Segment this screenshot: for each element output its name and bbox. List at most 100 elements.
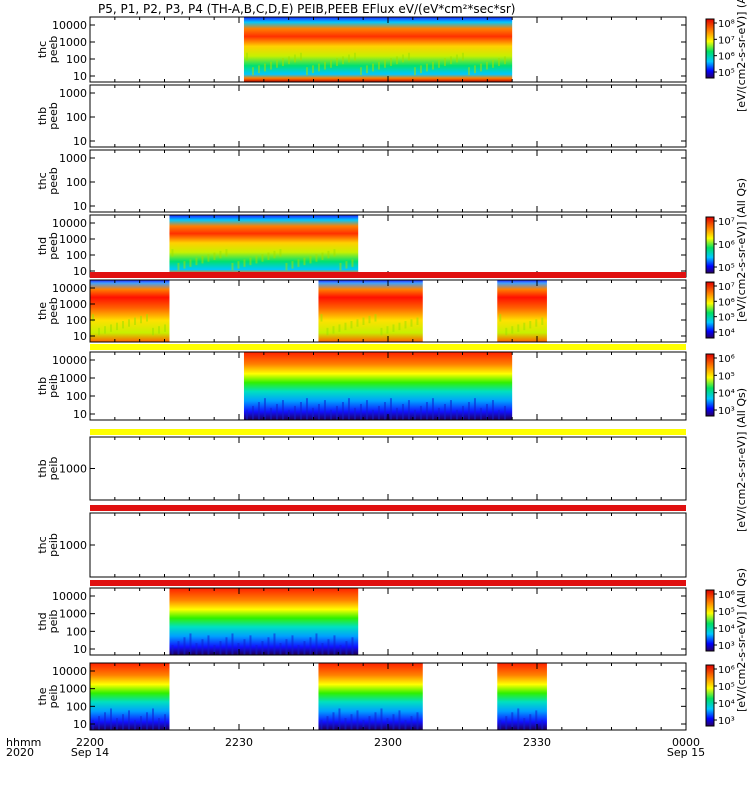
spectrogram-texture xyxy=(104,712,106,730)
spectrogram-texture xyxy=(269,61,272,70)
spectrogram-texture xyxy=(389,58,392,66)
y-tick-label: 100 xyxy=(66,314,87,327)
spectrogram-texture xyxy=(267,252,270,260)
spectrogram-texture xyxy=(251,405,254,420)
spectrogram-texture xyxy=(321,252,324,260)
y-tick-label: 100 xyxy=(66,625,87,638)
spectrogram-texture xyxy=(317,63,320,72)
spectrogram-texture xyxy=(332,326,335,334)
colorbar-tick-label: 10³ xyxy=(718,406,735,417)
y-axis-label: peeb xyxy=(47,102,60,130)
spectrogram-texture xyxy=(329,59,332,68)
y-axis-label: peeb xyxy=(47,232,60,260)
spectrogram-texture xyxy=(485,403,488,420)
spectrogram-texture xyxy=(455,54,458,63)
spectrogram-texture xyxy=(353,407,356,420)
spectrogram-texture xyxy=(461,52,464,61)
spectrogram-texture xyxy=(345,641,348,655)
spectrogram-texture xyxy=(419,405,422,420)
y-axis-label: thc xyxy=(36,536,49,553)
spectrogram-texture xyxy=(315,254,318,262)
spectrogram-texture xyxy=(309,637,312,655)
y-tick-label: 100 xyxy=(66,176,87,189)
spectrogram-texture xyxy=(425,402,428,420)
y-tick-label: 1000 xyxy=(59,298,87,311)
spectrogram-texture xyxy=(267,637,270,655)
spectrogram-texture xyxy=(255,644,258,655)
spectrogram-texture xyxy=(279,643,282,655)
spectrogram-texture xyxy=(293,405,296,420)
y-tick-label: 10000 xyxy=(52,19,87,32)
colorbar-tick-label: 10³ xyxy=(718,716,735,727)
spectrogram-texture xyxy=(243,259,246,267)
spectrogram-texture xyxy=(353,52,356,61)
spectrogram-texture xyxy=(505,716,508,730)
spectrogram-texture xyxy=(219,250,222,259)
spectrogram-texture xyxy=(183,261,186,269)
spectrogram-texture xyxy=(287,56,290,65)
spectrogram-texture xyxy=(511,326,514,334)
spectrogram-texture xyxy=(219,641,222,655)
spectrogram-texture xyxy=(311,407,314,420)
colorbar xyxy=(705,18,715,79)
spectrogram-texture xyxy=(251,67,254,75)
spectrogram-texture xyxy=(177,641,180,655)
y-tick-label: 10 xyxy=(73,408,87,421)
spectrogram-texture xyxy=(386,718,389,730)
colorbar-tick-label: 10⁵ xyxy=(718,313,735,324)
spectrogram-texture xyxy=(386,326,389,334)
spectrogram-texture xyxy=(365,400,368,420)
spectrogram-texture xyxy=(320,314,323,322)
y-tick-label: 1000 xyxy=(59,539,87,552)
spectrogram-block xyxy=(497,280,547,342)
spectrogram-texture xyxy=(323,61,326,70)
spectrogram-texture xyxy=(243,639,246,655)
y-tick-label: 1000 xyxy=(59,683,87,696)
spectrogram-texture xyxy=(297,644,300,655)
panel-stripe xyxy=(90,505,686,511)
spectrogram-texture xyxy=(297,259,300,267)
spectrogram-texture xyxy=(356,710,359,730)
spectrogram-texture xyxy=(535,710,538,730)
y-axis-label: thb xyxy=(36,107,49,125)
spectrogram-texture xyxy=(392,324,395,332)
spectrogram-texture xyxy=(261,254,264,262)
spectrogram-texture xyxy=(359,67,362,75)
spectrogram-texture xyxy=(377,405,380,420)
spectrogram-block xyxy=(90,280,170,342)
colorbar-tick-label: 10⁷ xyxy=(718,35,735,46)
spectrogram-texture xyxy=(116,718,118,730)
spectrogram-texture xyxy=(351,637,354,655)
y-tick-label: 10000 xyxy=(52,217,87,230)
spectrogram-texture xyxy=(104,326,106,334)
spectrogram-texture xyxy=(332,712,335,730)
spectrogram-texture xyxy=(333,249,336,257)
spectrogram-texture xyxy=(134,719,136,730)
spectrogram-texture xyxy=(279,249,282,257)
spectrogram-texture xyxy=(327,250,330,259)
colorbar-tick-label: 10⁷ xyxy=(718,282,735,293)
chart-title: P5, P1, P2, P3, P4 (TH-A,B,C,D,E) PEIB,P… xyxy=(98,2,515,16)
spectrogram-texture xyxy=(479,407,482,420)
spectrogram-texture xyxy=(407,52,410,61)
y-tick-label: 1000 xyxy=(59,372,87,385)
colorbar-tick-label: 10⁵ xyxy=(718,68,735,79)
spectrogram-texture xyxy=(326,327,329,336)
x-axis-row-label: hhmm xyxy=(6,736,41,749)
spectrogram-texture xyxy=(98,327,100,336)
spectrogram-texture xyxy=(503,405,506,420)
spectrogram-texture xyxy=(321,643,324,655)
spectrogram-texture xyxy=(183,637,186,655)
spectrogram-texture xyxy=(315,633,318,655)
spectrogram-texture xyxy=(377,61,380,70)
spectrogram-texture xyxy=(491,400,494,420)
spectrogram-texture xyxy=(395,407,398,420)
spectrogram-texture xyxy=(122,714,124,730)
spectrogram-texture xyxy=(263,398,266,420)
spectrogram-texture xyxy=(171,249,174,257)
